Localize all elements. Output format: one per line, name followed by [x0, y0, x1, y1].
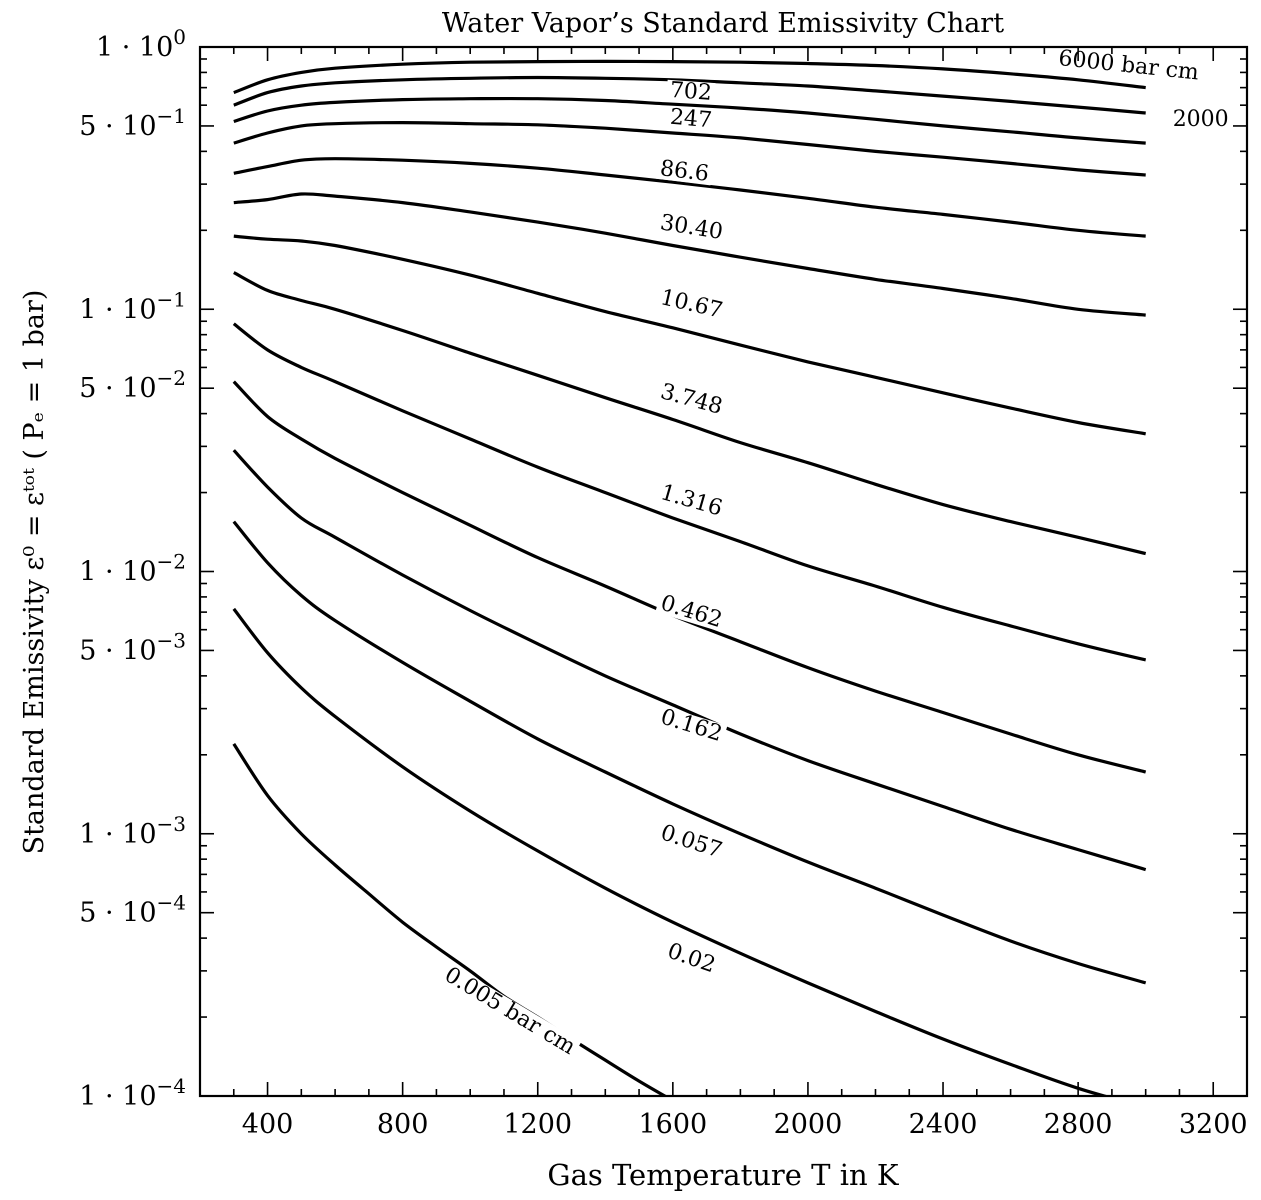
series-label-bg-12 [661, 939, 721, 978]
series-label-11: 0.057 [657, 820, 725, 863]
series-label-12: 0.02 [664, 939, 718, 979]
series-label-bg-10 [655, 705, 728, 746]
series-line-13 [232, 743, 668, 1096]
series-label-bg-0 [1054, 47, 1203, 84]
series-line-8 [232, 322, 1147, 662]
x-axis-label: Gas Temperature T in K [547, 1158, 899, 1192]
series-label-3: 247 [669, 105, 713, 134]
plot-frame [198, 45, 1249, 1098]
series-line-6 [233, 234, 1146, 436]
series-label-4: 86.6 [659, 156, 711, 187]
series-line-7 [233, 271, 1147, 556]
series-line-1 [233, 75, 1146, 115]
series-label-bg-1 [1169, 108, 1232, 130]
y-tick-label: 5 · 10−3 [79, 628, 186, 666]
x-tick-label: 3200 [1179, 1109, 1248, 1140]
series-line-2 [233, 96, 1146, 145]
series-line-4 [233, 157, 1146, 238]
chart-title: Water Vapor’s Standard Emissivity Chart [442, 8, 1004, 39]
series-label-bg-6 [655, 286, 728, 323]
y-tick-label: 1 · 100 [96, 25, 186, 63]
series-label-bg-2 [666, 79, 716, 105]
series-label-bg-5 [655, 211, 728, 244]
series-line-3 [233, 121, 1146, 177]
y-tick-label: 5 · 10−1 [79, 104, 186, 142]
x-tick-label: 400 [242, 1109, 294, 1140]
series-label-10: 0.162 [658, 705, 726, 747]
x-tick-label: 1200 [503, 1109, 572, 1140]
series-label-9: 0.462 [658, 591, 726, 633]
series-line-11 [232, 520, 1147, 985]
series-label-bg-4 [655, 157, 713, 186]
x-tick-label: 2400 [909, 1109, 978, 1140]
series-label-13: 0.005 bar cm [440, 962, 580, 1060]
y-tick-label: 1 · 10−3 [79, 812, 186, 850]
series-label-bg-9 [655, 591, 728, 633]
y-tick-label: 1 · 10−1 [79, 287, 186, 325]
series-label-5: 30.40 [658, 210, 724, 245]
curves-group [232, 59, 1147, 1096]
y-axis-label: Standard Emissivity ε⁰ = εᵗᵒᵗ ( Pₑ = 1 b… [19, 290, 50, 855]
series-label-1: 2000 [1173, 107, 1229, 132]
series-label-bg-13 [438, 962, 582, 1060]
series-label-6: 10.67 [658, 285, 725, 324]
x-axis-ticks: 400 800 1200 1600 2000 2400 2800 3200 [232, 47, 1248, 1140]
x-tick-label: 2000 [774, 1109, 843, 1140]
series-label-bg-7 [655, 380, 728, 419]
series-label-bg-11 [655, 821, 728, 863]
y-tick-label: 1 · 10−2 [79, 550, 186, 588]
x-tick-label: 2800 [1044, 1109, 1113, 1140]
series-line-12 [232, 607, 1110, 1096]
x-tick-label: 800 [377, 1109, 429, 1140]
series-line-10 [232, 449, 1147, 872]
curve-labels-group: 6000 bar cm200070224786.630.4010.673.748… [438, 46, 1232, 1060]
series-label-7: 3.748 [658, 379, 725, 419]
series-label-bg-8 [655, 481, 728, 521]
series-line-9 [232, 380, 1147, 774]
series-line-5 [233, 192, 1146, 317]
y-tick-label: 1 · 10−4 [79, 1074, 186, 1112]
series-line-0 [233, 59, 1146, 95]
y-tick-label: 5 · 10−4 [79, 891, 186, 929]
x-tick-label: 1600 [638, 1109, 707, 1140]
series-label-bg-3 [666, 106, 716, 132]
series-label-2: 702 [669, 78, 713, 106]
y-tick-label: 5 · 10−2 [79, 366, 186, 404]
y-axis-ticks: 1 · 100 5 · 10−1 1 · 10−1 5 · 10−2 1 · 10−2 5… [79, 25, 1247, 1112]
